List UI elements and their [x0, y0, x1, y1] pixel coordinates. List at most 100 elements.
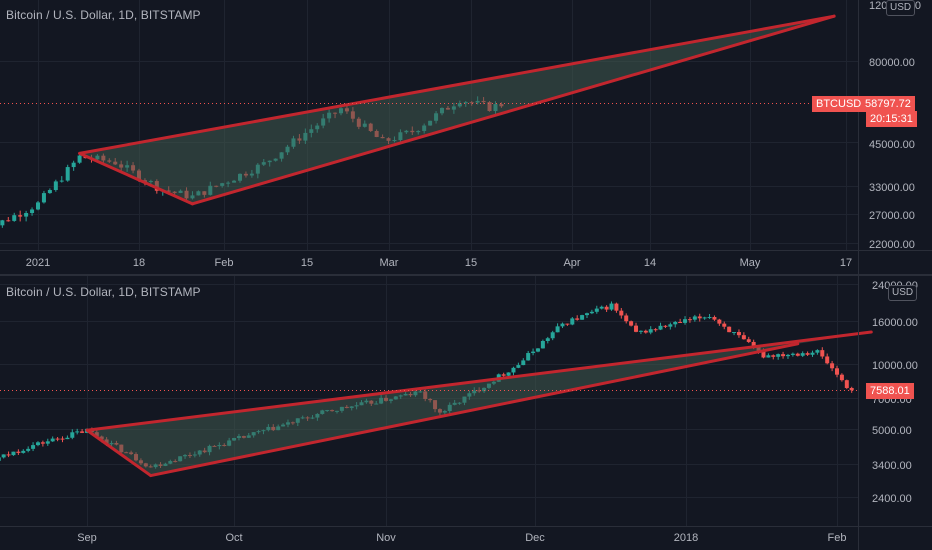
candle-body — [609, 303, 614, 310]
top-time-axis[interactable]: 2021 18 Feb 15 Mar 15 Apr 14 May 17 — [26, 257, 852, 269]
top-wedge — [78, 14, 836, 206]
candle-body — [531, 351, 536, 354]
candle-body — [692, 316, 697, 320]
candle-body — [766, 355, 771, 358]
candle-body — [599, 306, 604, 309]
candle-body — [629, 321, 634, 326]
candle-body — [0, 457, 1, 461]
candle-body — [11, 451, 16, 456]
candle-body — [707, 317, 712, 319]
candle-body — [47, 190, 52, 194]
bottom-ytick-label: 5000.00 — [872, 425, 912, 437]
candle-body — [678, 321, 683, 323]
candle-body — [50, 438, 55, 442]
top-xtick-label: 2021 — [26, 257, 50, 269]
candle-body — [727, 326, 732, 333]
candle-body — [550, 332, 555, 339]
wedge-fill — [79, 16, 835, 204]
bottom-xtick-label: Oct — [225, 532, 242, 544]
bottom-ytick-label: 2400.00 — [872, 493, 912, 505]
candle-body — [717, 319, 722, 324]
candle-body — [560, 323, 565, 327]
top-chart-svg[interactable]: 120000.00 80000.00 45000.00 33000.00 270… — [0, 0, 932, 275]
candle-body — [643, 330, 648, 333]
top-xtick-label: 18 — [133, 257, 145, 269]
candle-body — [668, 324, 673, 327]
candle-body — [722, 323, 727, 327]
candle-body — [800, 353, 805, 356]
candle-body — [619, 310, 624, 316]
candle-body — [16, 451, 21, 453]
top-currency-badge[interactable]: USD — [886, 0, 916, 16]
bottom-chart-panel[interactable]: 24000.00 16000.00 10000.00 7000.00 5000.… — [0, 276, 932, 550]
candle-body — [776, 354, 781, 357]
candle-body — [653, 329, 658, 331]
candle-body — [771, 355, 776, 357]
top-chart-panel[interactable]: 120000.00 80000.00 45000.00 33000.00 270… — [0, 0, 932, 275]
candle-body — [570, 318, 575, 325]
candle-body — [521, 360, 526, 366]
candle-body — [736, 332, 741, 336]
candle-body — [761, 350, 766, 358]
candle-body — [604, 306, 609, 310]
candle-body — [506, 372, 511, 376]
candle-body — [746, 339, 751, 342]
candle-body — [697, 316, 702, 319]
top-ytick-label: 27000.00 — [869, 210, 915, 222]
wedge-trendline — [149, 342, 800, 478]
wedge-trendline — [78, 14, 836, 155]
bottom-ytick-label: 3400.00 — [872, 460, 912, 472]
bottom-xtick-label: Sep — [77, 532, 97, 544]
candle-body — [648, 329, 653, 333]
top-chart-title: Bitcoin / U.S. Dollar, 1D, BITSTAMP — [6, 8, 201, 22]
candle-body — [732, 332, 737, 334]
candle-body — [565, 323, 570, 325]
candle-body — [741, 335, 746, 340]
top-ytick-label: 33000.00 — [869, 182, 915, 194]
candle-body — [75, 431, 80, 433]
candle-body — [41, 193, 46, 203]
top-xtick-label: 17 — [840, 257, 852, 269]
bottom-chart-svg[interactable]: 24000.00 16000.00 10000.00 7000.00 5000.… — [0, 276, 932, 550]
candle-body — [45, 441, 50, 444]
candle-body — [844, 380, 849, 388]
bottom-time-axis[interactable]: Sep Oct Nov Dec 2018 Feb — [77, 532, 846, 544]
candle-body — [501, 374, 506, 376]
bottom-ytick-label: 10000.00 — [872, 360, 918, 372]
candle-body — [825, 356, 830, 364]
candle-body — [658, 325, 663, 330]
candle-body — [30, 209, 35, 214]
candle-body — [18, 215, 23, 217]
top-countdown-tag: 20:15:31 — [866, 111, 917, 127]
top-symbol-tag: BTCUSD — [812, 96, 866, 112]
candle-body — [35, 442, 40, 446]
candle-body — [785, 354, 790, 357]
bottom-xtick-label: Nov — [376, 532, 396, 544]
candle-body — [511, 367, 516, 373]
candle-body — [614, 303, 619, 311]
candle-body — [516, 365, 521, 368]
panel-divider[interactable] — [0, 274, 932, 276]
wedge-trendline — [85, 330, 873, 432]
wedge-trendline — [78, 151, 194, 206]
wedge-trendline — [190, 14, 836, 206]
candle-body — [1, 454, 6, 458]
candle-body — [55, 438, 60, 440]
candle-body — [0, 220, 5, 226]
candle-body — [795, 353, 800, 356]
candle-body — [6, 220, 11, 222]
top-xtick-label: Apr — [563, 257, 580, 269]
candle-body — [805, 353, 810, 355]
bottom-xtick-label: 2018 — [674, 532, 698, 544]
candle-body — [555, 326, 560, 333]
candle-body — [702, 317, 707, 319]
candle-body — [790, 353, 795, 355]
top-ytick-label: 80000.00 — [869, 57, 915, 69]
bottom-currency-badge[interactable]: USD — [888, 285, 918, 301]
candle-body — [712, 317, 717, 320]
candle-body — [60, 438, 65, 440]
top-xtick-label: Feb — [215, 257, 234, 269]
candle-body — [6, 454, 11, 456]
candle-body — [751, 341, 756, 347]
top-xtick-label: Mar — [380, 257, 399, 269]
